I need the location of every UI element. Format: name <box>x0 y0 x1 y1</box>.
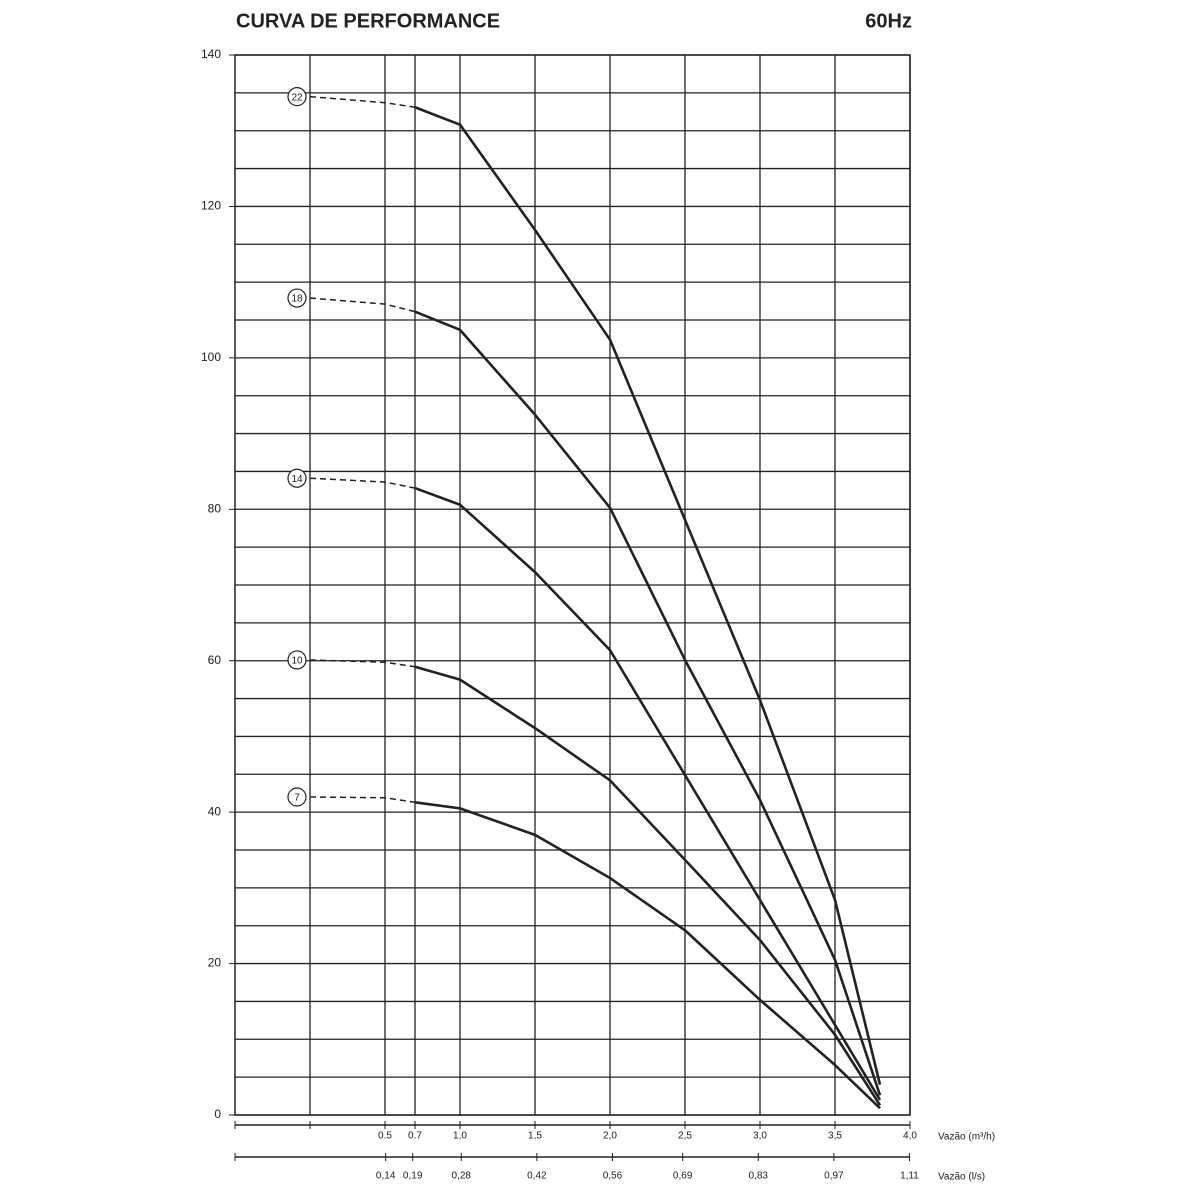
curve <box>414 106 882 1086</box>
series-label: 10 <box>291 656 303 667</box>
x2-tick-label: 1,11 <box>900 1171 919 1182</box>
x2-tick-label: 0,19 <box>403 1171 423 1182</box>
x-tick-label: 4,0 <box>903 1131 917 1142</box>
x2-tick-label: 0,42 <box>527 1171 547 1182</box>
series-label: 7 <box>294 793 300 804</box>
x-tick-label: 1,5 <box>528 1131 542 1142</box>
y-tick-label: 60 <box>208 653 222 667</box>
curve-dashed <box>309 95 416 108</box>
series-label: 18 <box>291 294 303 305</box>
chart-title: CURVA DE PERFORMANCE <box>236 10 500 32</box>
series-label: 14 <box>291 474 303 485</box>
series-label-circle <box>287 787 307 807</box>
chart-subtitle: 60Hz <box>865 10 912 32</box>
y-tick-label: 20 <box>208 956 222 970</box>
x-tick-label: 1,0 <box>453 1131 467 1142</box>
y-tick-label: 0 <box>214 1107 221 1121</box>
x-tick-label: 3,5 <box>828 1131 842 1142</box>
curve <box>414 310 882 1096</box>
curve-dashed <box>309 659 416 668</box>
y-tick-label: 140 <box>201 47 221 61</box>
curve <box>414 486 882 1101</box>
curve <box>414 665 882 1106</box>
series-label-circle <box>287 87 307 107</box>
x2-tick-label: 0,97 <box>824 1171 844 1182</box>
curve <box>414 801 881 1110</box>
y-tick-label: 120 <box>201 199 221 213</box>
curve-dashed <box>309 297 416 313</box>
x2-tick-label: 0,83 <box>749 1171 769 1182</box>
x2-axis-label: Vazão (l/s) <box>938 1172 985 1183</box>
x-tick-label: 2,0 <box>603 1131 617 1142</box>
x2-tick-label: 0,69 <box>673 1171 693 1182</box>
series-label-circle <box>287 468 307 488</box>
x-tick-label: 3,0 <box>753 1131 767 1142</box>
y-tick-label: 40 <box>208 804 222 818</box>
series-label-circle <box>287 650 307 670</box>
y-tick-label: 80 <box>208 501 222 515</box>
x-tick-label: 2,5 <box>678 1131 692 1142</box>
x-axis-label: Vazão (m³/h) <box>938 1132 995 1143</box>
curve-dashed <box>309 477 416 489</box>
x2-tick-label: 0,56 <box>603 1171 623 1182</box>
y-tick-label: 100 <box>201 350 221 364</box>
x-tick-label: 0.5 <box>378 1131 392 1142</box>
x2-tick-label: 0,28 <box>452 1171 472 1182</box>
curve-dashed <box>309 796 416 804</box>
series-label-circle <box>287 288 307 308</box>
x-tick-label: 0.7 <box>408 1131 422 1142</box>
x2-tick-label: 0,14 <box>376 1171 396 1182</box>
series-label: 22 <box>291 92 303 103</box>
